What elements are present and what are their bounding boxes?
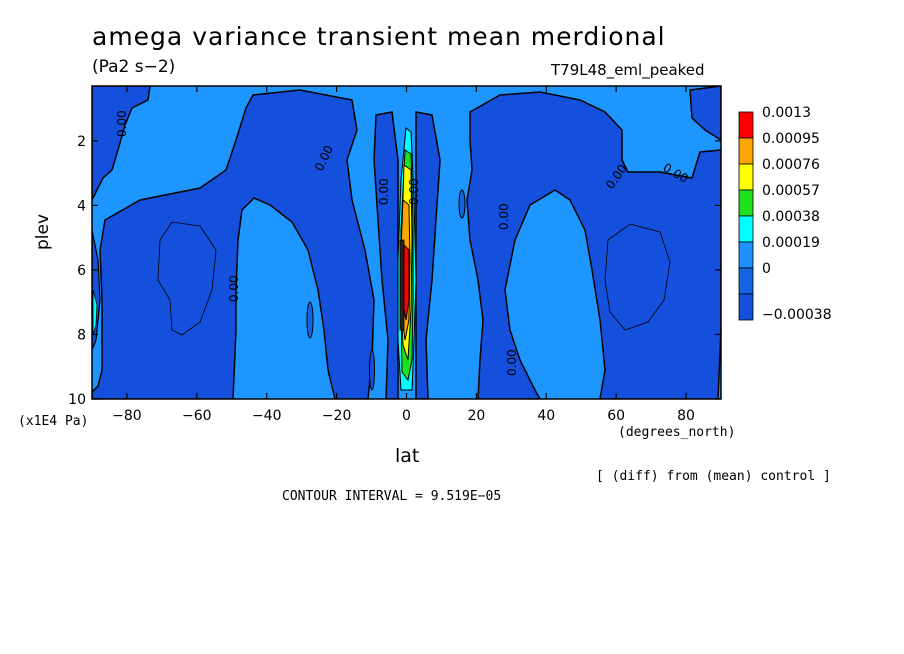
- x-tick-label: 60: [607, 408, 625, 424]
- y-tick-label: 8: [77, 327, 86, 343]
- x-tick-label: −80: [112, 408, 142, 424]
- legend-swatch: [738, 163, 754, 191]
- contour-label: 0.00: [505, 349, 519, 376]
- equatorial-band-dark-core: [399, 239, 405, 331]
- legend-label: 0.00038: [762, 209, 820, 225]
- contour-label: 0.00: [227, 275, 241, 302]
- legend-swatch: [738, 189, 754, 217]
- negative-region-southern: [92, 89, 375, 399]
- legend-swatch: [738, 293, 754, 321]
- legend-swatch: [738, 267, 754, 295]
- legend-label: −0.00038: [762, 307, 832, 323]
- contour-label: 0.00: [115, 110, 129, 137]
- y-axis-label: plev: [33, 213, 53, 250]
- x-tick-label: 80: [677, 408, 695, 424]
- diff-note: [ (diff) from (mean) control ]: [596, 469, 831, 484]
- contour-field: [92, 86, 721, 399]
- legend-swatch: [738, 215, 754, 243]
- contour-label: 0.00: [407, 178, 421, 205]
- x-tick-label: 0: [402, 408, 411, 424]
- legend-swatch: [738, 137, 754, 165]
- small-contour-lat-16: [458, 189, 466, 219]
- y-units-label: (x1E4 Pa): [18, 414, 89, 429]
- legend-label: 0.0013: [762, 105, 811, 121]
- legend-label: 0.00076: [762, 157, 820, 173]
- y-tick-label: 4: [77, 198, 86, 214]
- legend-label: 0: [762, 261, 771, 277]
- legend-swatch: [738, 241, 754, 269]
- weak-contour-southern: [157, 221, 217, 336]
- legend-label: 0.00019: [762, 235, 820, 251]
- y-tick-label: 2: [77, 134, 86, 150]
- weak-contour-northern: [604, 223, 671, 331]
- units-label: (Pa2 s−2): [92, 57, 176, 77]
- y-tick-label: 6: [77, 263, 86, 279]
- x-tick-label: −60: [182, 408, 212, 424]
- negative-region-equatorial-north: [415, 111, 441, 399]
- y-axis: 2 4 6 8 10: [68, 134, 721, 408]
- y-tick-label: 10: [68, 392, 86, 408]
- legend-label: 0.00095: [762, 131, 820, 147]
- legend-swatch: [738, 111, 754, 139]
- x-axis-label: lat: [395, 445, 420, 467]
- contour-label: 0.00: [377, 178, 391, 205]
- negative-region-equatorial-south: [373, 111, 399, 399]
- legend: 0.0013 0.00095 0.00076 0.00057 0.00038 0.0001…: [738, 105, 832, 323]
- small-contour-lat-neg-28: [306, 301, 314, 339]
- cyan-sliver-left-edge: [92, 289, 98, 336]
- x-axis: −80 −60 −40 −20 0 20 40 60 80: [112, 86, 695, 424]
- x-tick-label: −40: [252, 408, 282, 424]
- negative-region-top-left: [92, 86, 151, 201]
- contour-interval: CONTOUR INTERVAL = 9.519E−05: [282, 489, 502, 504]
- x-tick-label: −20: [322, 408, 352, 424]
- run-label: T79L48_eml_peaked: [551, 61, 705, 79]
- small-contour-lat-neg-10: [369, 349, 375, 391]
- x-tick-label: 20: [467, 408, 485, 424]
- legend-label: 0.00057: [762, 183, 820, 199]
- chart-title: amega variance transient mean merdional: [92, 22, 666, 51]
- contour-label: 0.00: [497, 203, 511, 230]
- x-tick-label: 40: [537, 408, 555, 424]
- negative-region-northern: [466, 91, 721, 399]
- x-units-label: (degrees_north): [618, 425, 736, 440]
